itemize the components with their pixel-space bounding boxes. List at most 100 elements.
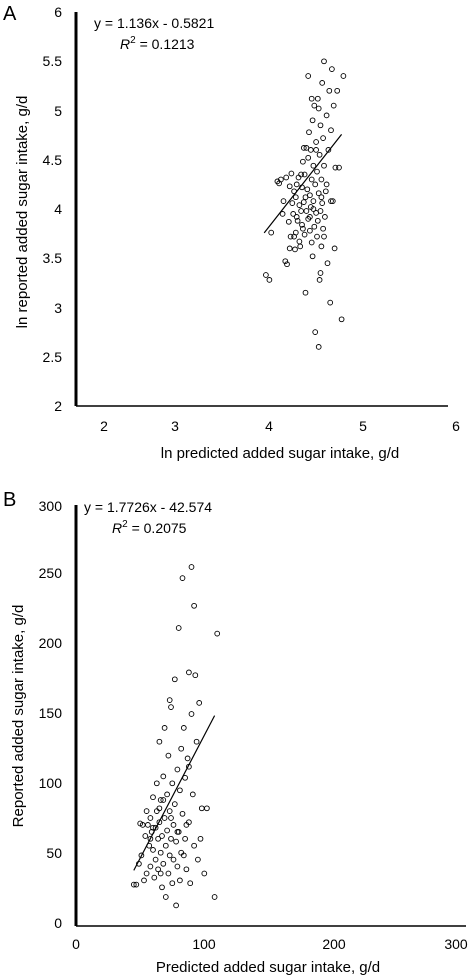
panel-a-data-point bbox=[313, 147, 319, 153]
panel-b-data-point bbox=[169, 880, 176, 887]
panel-a-data-point bbox=[294, 217, 301, 224]
panel-b-data-point bbox=[174, 863, 181, 870]
panel-b-data-point bbox=[164, 791, 170, 798]
panel-b-points bbox=[130, 564, 221, 909]
panel-a-data-point bbox=[334, 87, 341, 94]
panel-a-data-point bbox=[302, 194, 309, 201]
panel-a-data-point bbox=[280, 198, 287, 204]
panel-b-data-point bbox=[143, 870, 150, 877]
panel-a-trendline bbox=[263, 134, 343, 234]
panel-b-data-point bbox=[156, 738, 163, 745]
panel-a-data-point bbox=[315, 190, 322, 197]
panel-a-data-point bbox=[279, 211, 286, 217]
panel-b-data-point bbox=[189, 791, 196, 798]
panel-a-data-point bbox=[320, 135, 326, 141]
panel-a-data-point bbox=[287, 233, 294, 240]
panel-a-data-point bbox=[321, 162, 327, 169]
panel-b-data-point bbox=[157, 870, 164, 877]
panel-b-data-point bbox=[179, 810, 186, 817]
panel-b-data-point bbox=[152, 856, 159, 863]
panel-a-data-point bbox=[303, 208, 310, 214]
panel-b-data-point bbox=[164, 827, 170, 834]
panel-b-data-point bbox=[166, 852, 173, 859]
panel-a-data-point bbox=[286, 183, 293, 190]
panel-a-data-point bbox=[318, 176, 325, 183]
panel-a-points bbox=[263, 58, 347, 350]
panel-b-data-point bbox=[192, 672, 199, 679]
panel-a-data-point bbox=[300, 158, 306, 165]
panel-b-data-point bbox=[150, 794, 156, 801]
panel-b-data-point bbox=[169, 780, 176, 787]
panel-b-xtick-label: 0 bbox=[72, 936, 80, 952]
panel-a-data-point bbox=[322, 214, 328, 220]
panel-b-data-point bbox=[186, 669, 192, 676]
panel-a-data-point bbox=[338, 316, 345, 323]
panel-a-ytick-label: 2.5 bbox=[43, 349, 63, 365]
panel-a-data-point bbox=[311, 102, 318, 109]
panel-b-data-point bbox=[196, 700, 203, 706]
panel-b-data-point bbox=[204, 805, 210, 812]
panel-b-data-point bbox=[178, 745, 185, 752]
panel-a-data-point bbox=[278, 176, 284, 183]
panel-a-data-point bbox=[285, 218, 292, 225]
panel-a-data-point bbox=[299, 221, 305, 228]
panel-a-data-point bbox=[314, 95, 321, 102]
panel-b-ytick-label: 150 bbox=[39, 705, 63, 721]
panel-a-ytick-label: 3 bbox=[54, 300, 62, 316]
panel-a-data-point bbox=[309, 117, 316, 124]
panel-b-data-point bbox=[157, 797, 164, 803]
panel-b-data-point bbox=[168, 704, 174, 710]
panel-a-data-point bbox=[308, 176, 315, 183]
panel-a-data-point bbox=[298, 171, 304, 178]
panel-b-data-point bbox=[174, 829, 181, 835]
panel-a-data-point bbox=[310, 206, 317, 212]
panel-b-ytick-label: 100 bbox=[39, 775, 63, 791]
panel-b-data-point bbox=[198, 805, 205, 812]
panel-b-ytick-label: 300 bbox=[39, 498, 63, 514]
panel-a-data-point bbox=[293, 214, 300, 220]
panel-a-data-point bbox=[314, 217, 321, 224]
panel-a-data-point bbox=[315, 105, 322, 112]
panel-a-ytick-label: 4 bbox=[54, 201, 62, 217]
panel-b-yticks: 0 50 100 150 200 250 300 bbox=[39, 498, 63, 931]
panel-b-data-point bbox=[165, 752, 172, 759]
panel-a-data-point bbox=[318, 243, 325, 250]
panel-a-data-point bbox=[296, 238, 303, 245]
panel-a-data-point bbox=[301, 231, 308, 238]
panel-b-data-point bbox=[211, 894, 218, 900]
panel-a-ytick-label: 2 bbox=[54, 398, 62, 414]
panel-b-y-axis-title: Reported added sugar intake, g/d bbox=[10, 605, 27, 828]
panel-a-data-point bbox=[291, 233, 297, 240]
panel-a-data-point bbox=[327, 299, 334, 306]
panel-a-data-point bbox=[329, 198, 336, 204]
panel-a-data-point bbox=[330, 102, 337, 109]
panel-a-data-point bbox=[292, 246, 298, 253]
panel-a-data-point bbox=[321, 233, 327, 240]
panel-b-data-point bbox=[188, 711, 195, 717]
panel-b-data-point bbox=[214, 630, 221, 637]
panel-a-yticks: 2 2.5 3 3.5 4 4.5 5 5.5 6 bbox=[43, 4, 63, 414]
panel-b-data-point bbox=[161, 725, 168, 731]
panel-a-data-point bbox=[321, 58, 327, 65]
panel-b-data-point bbox=[160, 773, 167, 780]
panel-a-data-point bbox=[319, 80, 326, 86]
panel-a-label: A bbox=[3, 3, 17, 25]
panel-a-xticks: 2 3 4 5 6 bbox=[100, 418, 460, 434]
panel-b-data-point bbox=[168, 835, 174, 842]
panel-b: B 0 50 100 150 200 250 300 0 100 200 300… bbox=[3, 489, 468, 976]
panel-b-data-point bbox=[174, 766, 181, 773]
panel-b-ytick-label: 0 bbox=[54, 915, 62, 931]
panel-b-x-axis-title: Predicted added sugar intake, g/d bbox=[156, 959, 380, 976]
panel-b-data-point bbox=[156, 819, 163, 826]
panel-b-data-point bbox=[130, 881, 137, 888]
panel-b-data-point bbox=[184, 755, 191, 762]
panel-a-data-point bbox=[297, 243, 304, 250]
panel-a-data-point bbox=[318, 194, 325, 201]
panel-b-r-squared: R2 = 0.2075 bbox=[112, 519, 187, 536]
panel-a-data-point bbox=[320, 225, 326, 232]
panel-b-data-point bbox=[183, 822, 190, 828]
panel-b-data-point bbox=[201, 870, 208, 877]
panel-a-xtick-label: 5 bbox=[359, 418, 367, 434]
panel-a-ytick-label: 5 bbox=[54, 103, 62, 119]
panel-a-data-point bbox=[309, 253, 316, 260]
